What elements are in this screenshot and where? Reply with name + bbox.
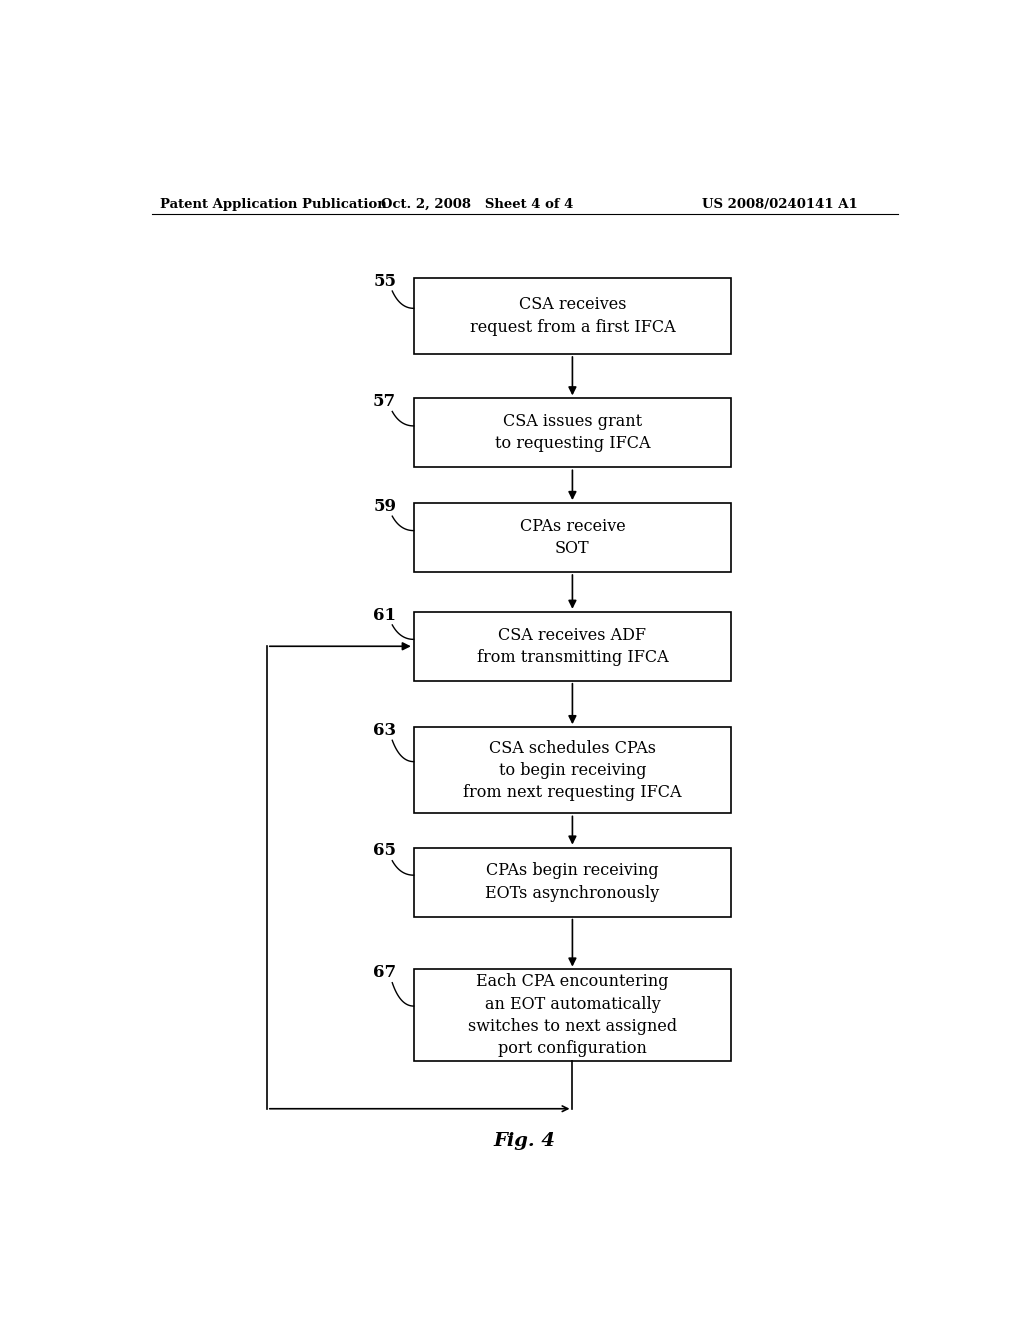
Text: 55: 55 <box>373 273 396 290</box>
Text: 67: 67 <box>373 965 396 981</box>
Text: CPAs begin receiving
EOTs asynchronously: CPAs begin receiving EOTs asynchronously <box>485 862 659 902</box>
FancyBboxPatch shape <box>414 611 731 681</box>
Text: Each CPA encountering
an EOT automatically
switches to next assigned
port config: Each CPA encountering an EOT automatical… <box>468 973 677 1057</box>
Text: 59: 59 <box>373 498 396 515</box>
Text: 57: 57 <box>373 393 396 411</box>
Text: CSA receives ADF
from transmitting IFCA: CSA receives ADF from transmitting IFCA <box>476 627 669 665</box>
Text: CSA issues grant
to requesting IFCA: CSA issues grant to requesting IFCA <box>495 413 650 453</box>
Text: CSA receives
request from a first IFCA: CSA receives request from a first IFCA <box>470 297 675 335</box>
FancyBboxPatch shape <box>414 277 731 354</box>
Text: 63: 63 <box>373 722 396 739</box>
FancyBboxPatch shape <box>414 399 731 467</box>
FancyBboxPatch shape <box>414 847 731 916</box>
Text: Oct. 2, 2008   Sheet 4 of 4: Oct. 2, 2008 Sheet 4 of 4 <box>381 198 573 211</box>
Text: 65: 65 <box>373 842 396 859</box>
FancyBboxPatch shape <box>414 503 731 572</box>
FancyBboxPatch shape <box>414 969 731 1061</box>
Text: CSA schedules CPAs
to begin receiving
from next requesting IFCA: CSA schedules CPAs to begin receiving fr… <box>463 739 682 801</box>
Text: CPAs receive
SOT: CPAs receive SOT <box>519 517 626 557</box>
Text: 61: 61 <box>373 607 396 623</box>
Text: Patent Application Publication: Patent Application Publication <box>160 198 386 211</box>
FancyBboxPatch shape <box>414 727 731 813</box>
Text: Fig. 4: Fig. 4 <box>494 1133 556 1150</box>
Text: US 2008/0240141 A1: US 2008/0240141 A1 <box>702 198 858 211</box>
